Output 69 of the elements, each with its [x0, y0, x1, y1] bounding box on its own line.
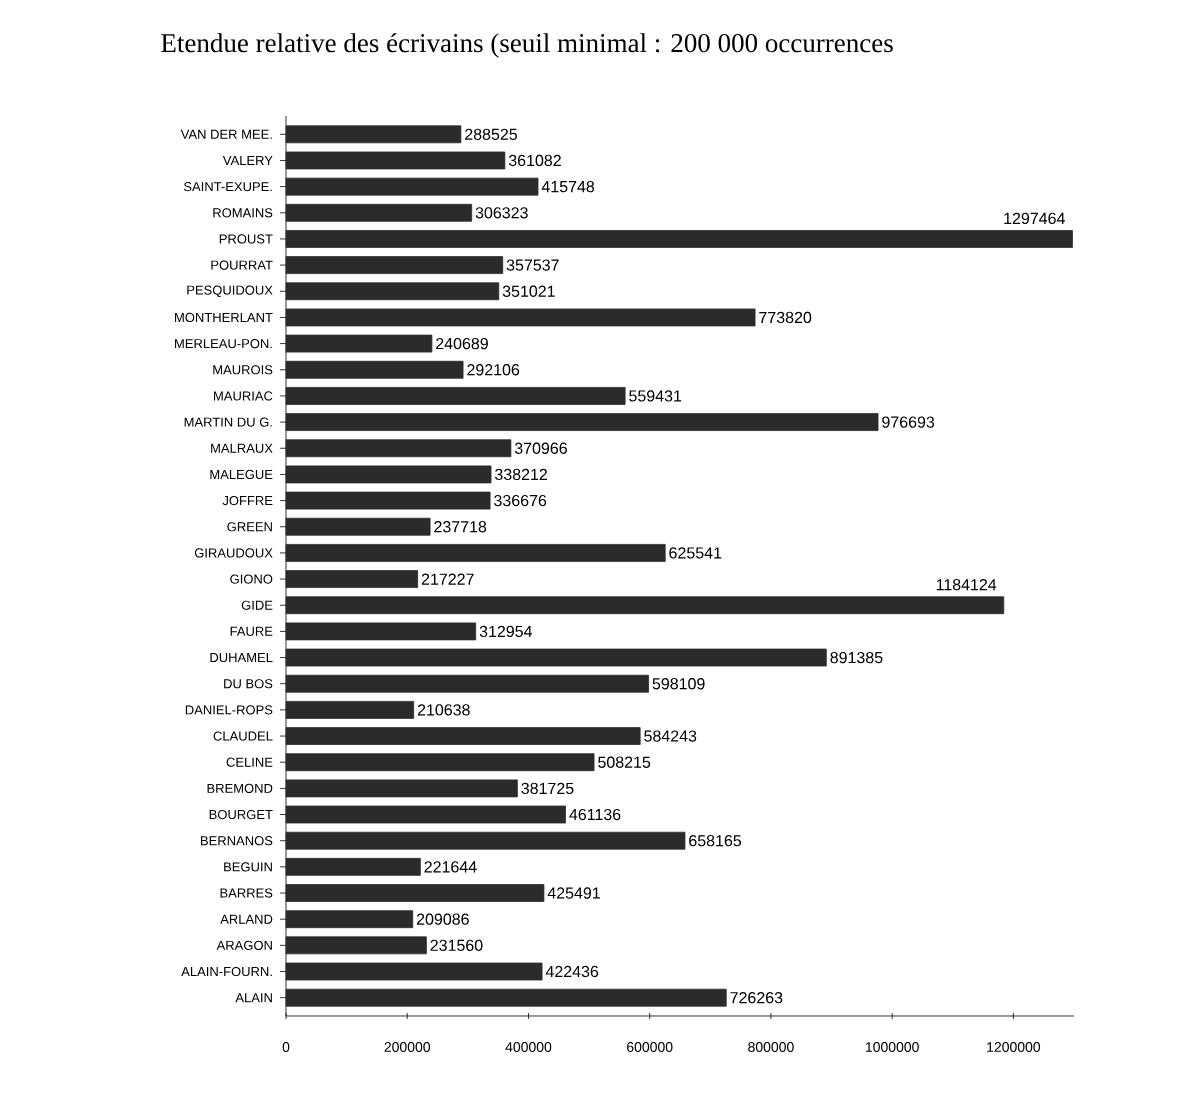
bar [285, 439, 512, 458]
data-label: 658165 [689, 835, 742, 847]
chart-title: Etendue relative des écrivains (seuil minimal : 200 000 occurrences [161, 33, 893, 58]
bar [285, 857, 421, 876]
data-label: 231560 [430, 939, 483, 952]
bar [285, 230, 1073, 248]
data-label: 461136 [569, 808, 621, 821]
data-label: 306323 [475, 207, 528, 219]
bar [285, 831, 686, 850]
data-label: 221644 [424, 861, 477, 873]
data-label: 584243 [644, 730, 697, 742]
data-label: 422436 [545, 965, 599, 978]
data-label: 726263 [730, 992, 783, 1004]
bar [285, 570, 419, 588]
data-label: 292106 [467, 364, 520, 376]
bar [285, 648, 827, 667]
data-label: 357537 [506, 259, 559, 271]
data-label: 508215 [598, 756, 651, 768]
data-label: 361082 [508, 154, 561, 167]
data-label: 559431 [629, 390, 682, 402]
data-label: 1297464 [1004, 212, 1065, 225]
data-label: 625541 [669, 547, 722, 559]
bar [285, 360, 464, 379]
bar [285, 465, 492, 484]
bar [285, 256, 504, 275]
bar [285, 805, 566, 824]
data-label: 240689 [436, 337, 488, 350]
data-label: 351021 [502, 285, 555, 297]
data-label: 336676 [494, 494, 547, 507]
bar [285, 308, 756, 327]
data-label: 210638 [417, 704, 470, 716]
data-label: 312954 [479, 625, 533, 638]
data-label: 370966 [514, 442, 567, 454]
data-label: 891385 [830, 651, 883, 664]
data-label: 1184124 [936, 579, 997, 591]
bar [285, 622, 477, 641]
bar [285, 387, 626, 405]
bar [285, 334, 433, 353]
bar [285, 413, 879, 431]
data-label: 425491 [547, 887, 600, 899]
data-label: 976693 [882, 416, 935, 428]
bar [285, 962, 543, 981]
data-label: 288525 [465, 128, 517, 140]
bar [285, 596, 1005, 615]
bar [285, 753, 595, 772]
bar [285, 884, 545, 902]
bar [285, 936, 427, 955]
bar [285, 988, 727, 1007]
bar [285, 779, 518, 798]
data-label: 209086 [416, 913, 469, 925]
data-label: 217227 [421, 573, 474, 585]
bar [285, 151, 506, 170]
bar [285, 517, 431, 536]
data-label: 381725 [521, 782, 574, 795]
bar [285, 674, 649, 693]
data-label: 237718 [434, 521, 487, 533]
bar [285, 203, 473, 222]
bar [285, 910, 414, 929]
bar [285, 727, 641, 745]
data-label: 773820 [759, 311, 812, 324]
bar [285, 177, 539, 196]
data-label: 598109 [652, 678, 705, 690]
bar [285, 282, 500, 301]
bar [285, 125, 462, 144]
data-label: 415748 [541, 180, 595, 193]
data-label: 338212 [495, 468, 547, 481]
bar [285, 544, 666, 562]
bar [285, 700, 415, 719]
bar [285, 491, 491, 510]
